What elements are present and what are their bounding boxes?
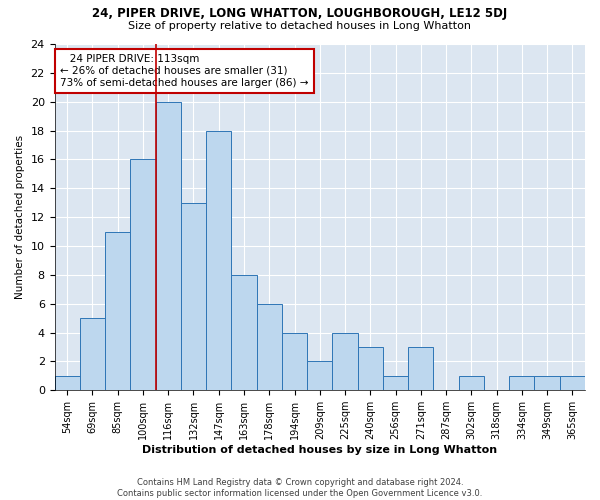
Bar bbox=[181, 202, 206, 390]
Bar bbox=[80, 318, 105, 390]
Text: Contains HM Land Registry data © Crown copyright and database right 2024.
Contai: Contains HM Land Registry data © Crown c… bbox=[118, 478, 482, 498]
Bar bbox=[408, 347, 433, 390]
X-axis label: Distribution of detached houses by size in Long Whatton: Distribution of detached houses by size … bbox=[142, 445, 497, 455]
Bar bbox=[130, 160, 155, 390]
Bar bbox=[307, 362, 332, 390]
Bar bbox=[358, 347, 383, 390]
Bar bbox=[535, 376, 560, 390]
Bar bbox=[55, 376, 80, 390]
Bar bbox=[206, 130, 232, 390]
Bar bbox=[560, 376, 585, 390]
Text: 24 PIPER DRIVE: 113sqm
← 26% of detached houses are smaller (31)
73% of semi-det: 24 PIPER DRIVE: 113sqm ← 26% of detached… bbox=[60, 54, 308, 88]
Bar bbox=[155, 102, 181, 390]
Bar bbox=[105, 232, 130, 390]
Text: 24, PIPER DRIVE, LONG WHATTON, LOUGHBOROUGH, LE12 5DJ: 24, PIPER DRIVE, LONG WHATTON, LOUGHBORO… bbox=[92, 8, 508, 20]
Bar bbox=[232, 275, 257, 390]
Text: Size of property relative to detached houses in Long Whatton: Size of property relative to detached ho… bbox=[128, 21, 472, 31]
Bar bbox=[282, 332, 307, 390]
Bar bbox=[383, 376, 408, 390]
Bar bbox=[332, 332, 358, 390]
Bar bbox=[257, 304, 282, 390]
Y-axis label: Number of detached properties: Number of detached properties bbox=[15, 135, 25, 299]
Bar bbox=[509, 376, 535, 390]
Bar bbox=[458, 376, 484, 390]
